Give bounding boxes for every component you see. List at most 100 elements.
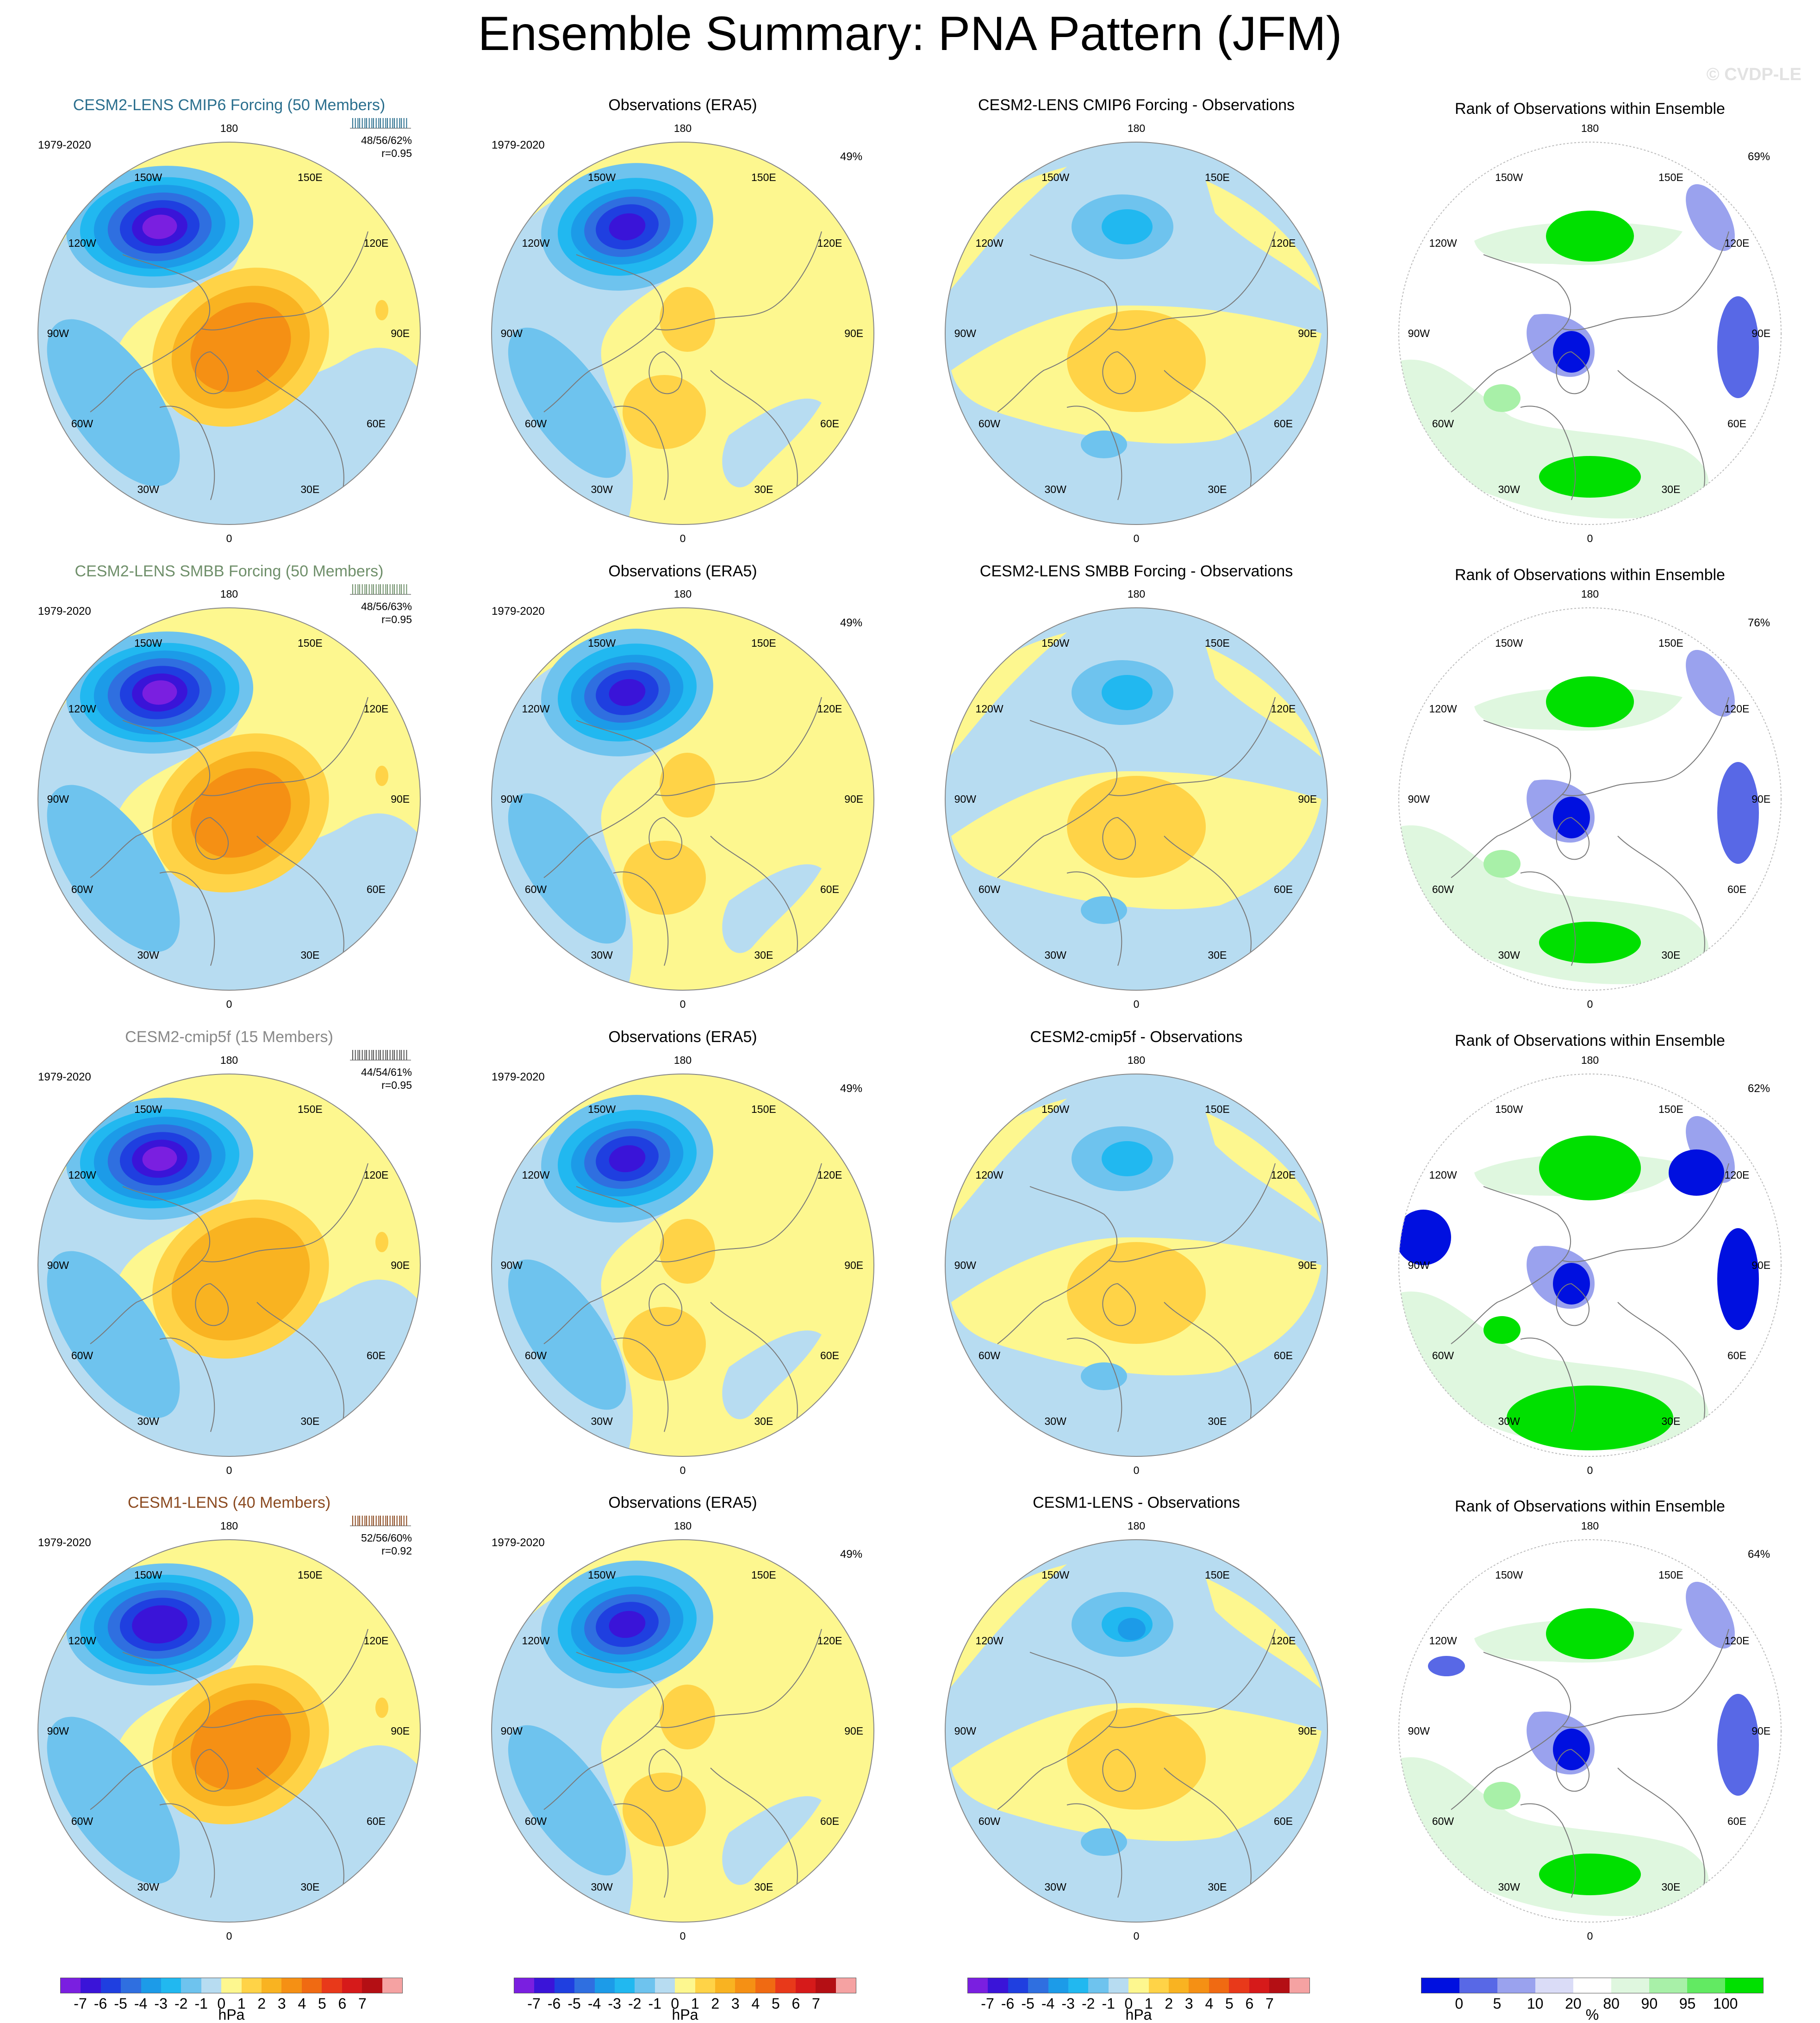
diff-field bbox=[945, 1074, 1328, 1456]
longitude-label: 60E bbox=[820, 883, 839, 895]
coastline bbox=[195, 817, 229, 860]
longitude-label: 120E bbox=[1724, 1635, 1750, 1647]
obs-field bbox=[492, 142, 874, 524]
map-border bbox=[37, 142, 421, 525]
atlantic-low-contour bbox=[47, 1251, 180, 1418]
longitude-label: 30W bbox=[1498, 483, 1520, 496]
rank-field bbox=[1399, 1540, 1781, 1922]
longitude-label: 90E bbox=[844, 1725, 864, 1737]
coastline bbox=[1164, 1767, 1252, 1898]
colorbar-tick-label: -1 bbox=[648, 1995, 661, 2012]
coastline bbox=[710, 1302, 798, 1432]
colorbar-swatch bbox=[755, 1978, 776, 1993]
obs-panel-title: Observations (ERA5) bbox=[608, 1494, 757, 1511]
colorbar-tick-label: -7 bbox=[981, 1995, 994, 2012]
low-difference-contour bbox=[1102, 675, 1153, 710]
longitude-label: 120W bbox=[1429, 1169, 1457, 1181]
coastline bbox=[1102, 1748, 1136, 1792]
obs-map bbox=[491, 1074, 874, 1457]
rank-map bbox=[1398, 607, 1782, 991]
colorbar-tick-label: -6 bbox=[93, 1995, 107, 2012]
colorbar-swatch bbox=[775, 1978, 796, 1993]
model-field bbox=[38, 608, 420, 990]
small-high-contour bbox=[375, 300, 388, 320]
rank-field bbox=[1399, 608, 1781, 990]
coastline bbox=[201, 697, 368, 796]
map-border bbox=[37, 607, 421, 991]
model-period: 1979-2020 bbox=[38, 139, 91, 151]
colorbar-tick-label: 5 bbox=[771, 1995, 780, 2012]
longitude-label: 150E bbox=[1658, 637, 1683, 649]
greenland-high-contour bbox=[623, 375, 706, 449]
longitude-label: 60W bbox=[524, 883, 547, 895]
rank-pct: 76% bbox=[1748, 617, 1770, 629]
coastline bbox=[1520, 871, 1576, 966]
coastline bbox=[256, 370, 344, 500]
colorbar-swatch bbox=[654, 1978, 675, 1993]
canada-high-contour bbox=[660, 1685, 715, 1749]
longitude-label: 120E bbox=[817, 1169, 842, 1181]
colorbar-tick-label: 4 bbox=[298, 1995, 306, 2012]
obs-period: 1979-2020 bbox=[492, 1536, 545, 1549]
longitude-label: 60E bbox=[1274, 417, 1293, 430]
coastline bbox=[1556, 1748, 1590, 1792]
colorbar-tick-label: 95 bbox=[1679, 1995, 1696, 2012]
rank-panel-title: Rank of Observations within Ensemble bbox=[1455, 100, 1725, 118]
model-stat: r=0.95 bbox=[381, 613, 412, 625]
colorbar-tick-label: 2 bbox=[1165, 1995, 1173, 2012]
pacific-low-contour bbox=[142, 214, 177, 239]
colorbar-tick-label: 10 bbox=[1527, 1995, 1544, 2012]
longitude-label: 60E bbox=[820, 1349, 839, 1361]
longitude-label: 120E bbox=[363, 237, 389, 250]
colorbar-tick-label: -3 bbox=[154, 1995, 168, 2012]
colorbar-swatches bbox=[967, 1978, 1310, 1993]
rank-field bbox=[1399, 1074, 1781, 1456]
map-border bbox=[37, 1074, 421, 1457]
pacific-low-contour bbox=[609, 1611, 646, 1638]
coastline bbox=[613, 1803, 669, 1898]
canada-high-contour bbox=[660, 287, 715, 352]
colorbar-tick-label: 2 bbox=[711, 1995, 720, 2012]
colorbar-swatch bbox=[61, 1978, 81, 1993]
low-difference-contour bbox=[1081, 1362, 1127, 1390]
model-field bbox=[38, 1074, 420, 1456]
colorbar-swatch bbox=[181, 1978, 201, 1993]
rank-region-0-5 bbox=[1669, 1149, 1724, 1196]
longitude-label: 0 bbox=[1133, 998, 1140, 1010]
rank-region-10-20 bbox=[1686, 184, 1735, 251]
longitude-label: 0 bbox=[226, 998, 232, 1010]
longitude-label: 30W bbox=[1498, 1881, 1520, 1893]
colorbar-tick-label: 90 bbox=[1641, 1995, 1658, 2012]
coastline bbox=[1617, 1302, 1705, 1432]
coastline bbox=[1562, 1163, 1729, 1262]
longitude-label: 90E bbox=[391, 1259, 410, 1271]
colorbar-tick-label: 3 bbox=[1184, 1995, 1193, 2012]
longitude-label: 60E bbox=[820, 1815, 839, 1827]
longitude-label: 30W bbox=[137, 483, 159, 496]
model-period: 1979-2020 bbox=[38, 605, 91, 618]
longitude-label: 60W bbox=[1432, 1349, 1454, 1361]
colorbar-tick-label: -4 bbox=[1041, 1995, 1055, 2012]
coastline bbox=[1520, 1337, 1576, 1432]
colorbar-tick-label: -6 bbox=[547, 1995, 561, 2012]
greenland-high-contour bbox=[623, 841, 706, 915]
coastline bbox=[159, 1803, 215, 1898]
atlantic-low-contour bbox=[47, 319, 180, 487]
atlantic-low-contour bbox=[508, 327, 626, 478]
coastline bbox=[195, 351, 229, 394]
colorbar-swatch bbox=[988, 1978, 1008, 1993]
atlantic-low-contour bbox=[47, 1717, 180, 1884]
longitude-label: 120W bbox=[522, 237, 550, 250]
longitude-label: 0 bbox=[1133, 532, 1140, 544]
longitude-label: 0 bbox=[1587, 1464, 1593, 1476]
longitude-label: 30W bbox=[1044, 949, 1066, 962]
colorbar-swatch bbox=[615, 1978, 635, 1993]
longitude-label: 0 bbox=[226, 1930, 232, 1942]
longitude-label: 30W bbox=[1044, 1415, 1066, 1428]
longitude-label: 0 bbox=[1133, 1930, 1140, 1942]
longitude-label: 150E bbox=[751, 1103, 776, 1115]
colorbar-swatch bbox=[141, 1978, 162, 1993]
colorbar-swatch bbox=[100, 1978, 121, 1993]
obs-field bbox=[492, 1540, 874, 1922]
colorbar-swatch bbox=[1497, 1978, 1535, 1993]
